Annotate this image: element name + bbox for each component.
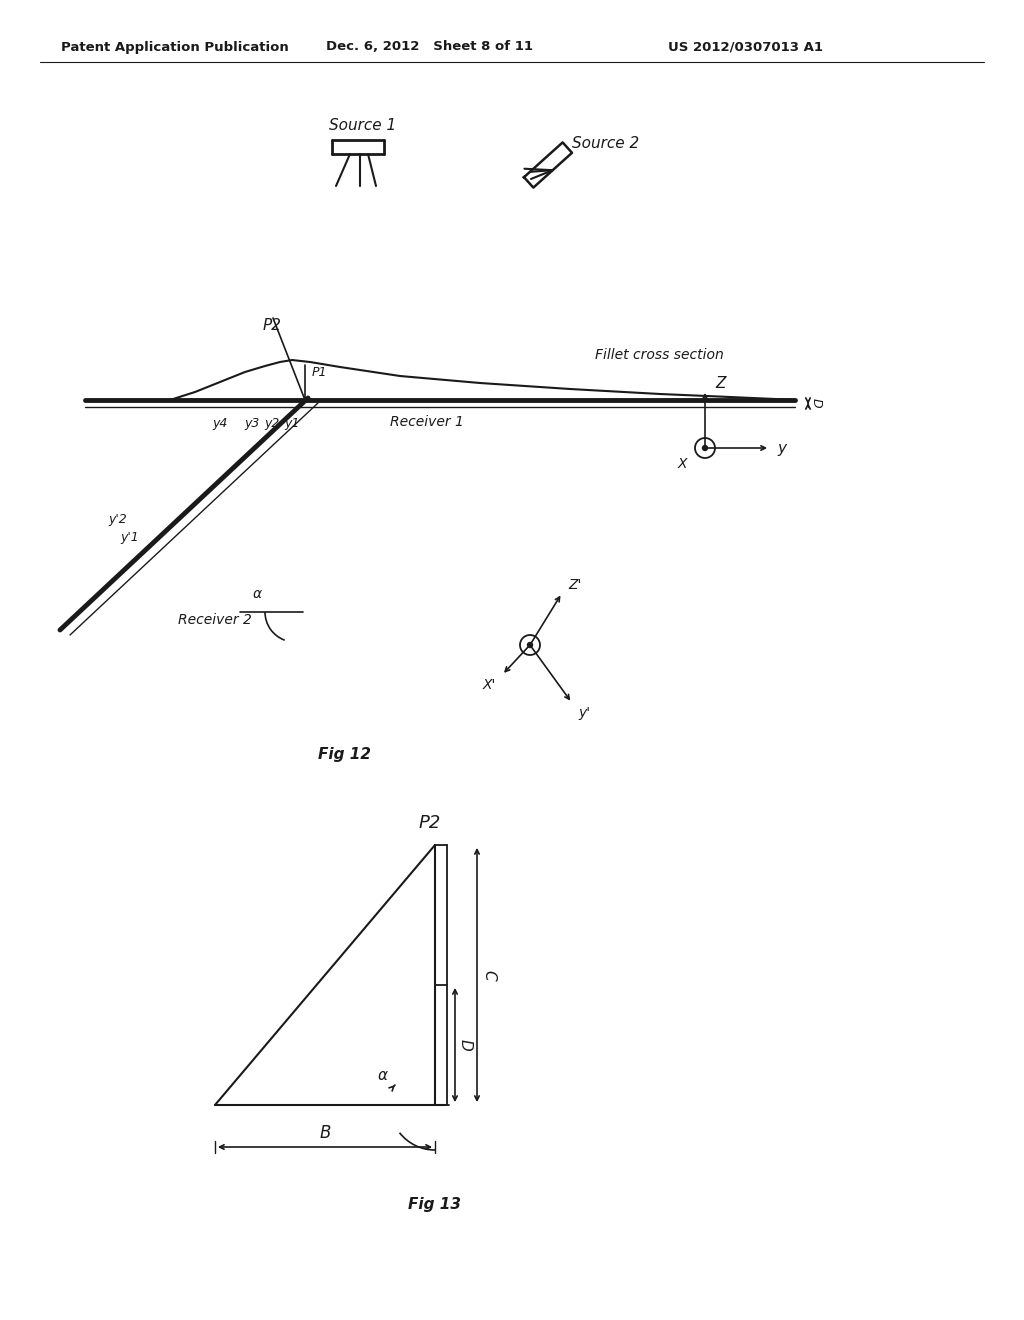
Text: X': X' bbox=[482, 678, 496, 692]
Text: y: y bbox=[777, 441, 786, 455]
Text: P1: P1 bbox=[312, 367, 328, 380]
Circle shape bbox=[527, 643, 532, 648]
Text: Fig 13: Fig 13 bbox=[409, 1197, 462, 1213]
Text: C: C bbox=[481, 970, 497, 981]
Text: Patent Application Publication: Patent Application Publication bbox=[61, 41, 289, 54]
Text: y2: y2 bbox=[264, 417, 280, 429]
Text: α: α bbox=[378, 1068, 388, 1082]
Text: Receiver 2: Receiver 2 bbox=[178, 612, 252, 627]
Text: Receiver 1: Receiver 1 bbox=[390, 414, 464, 429]
Text: X: X bbox=[678, 457, 687, 471]
Text: y'1: y'1 bbox=[120, 531, 138, 544]
Text: Source 1: Source 1 bbox=[330, 119, 396, 133]
Text: α: α bbox=[253, 587, 261, 601]
Text: y1: y1 bbox=[285, 417, 300, 429]
Text: B: B bbox=[319, 1125, 331, 1142]
Text: P2: P2 bbox=[262, 318, 282, 333]
Text: Fig 12: Fig 12 bbox=[318, 747, 372, 763]
Text: Z': Z' bbox=[568, 578, 582, 591]
Text: y3: y3 bbox=[245, 417, 260, 429]
Text: US 2012/0307013 A1: US 2012/0307013 A1 bbox=[668, 41, 822, 54]
Text: D: D bbox=[458, 1039, 472, 1051]
Circle shape bbox=[702, 446, 708, 450]
Text: D: D bbox=[810, 399, 822, 408]
Text: Z: Z bbox=[715, 376, 725, 392]
Text: y4: y4 bbox=[212, 417, 227, 429]
Text: Fillet cross section: Fillet cross section bbox=[595, 348, 724, 362]
Text: P2: P2 bbox=[419, 814, 441, 832]
Text: Source 2: Source 2 bbox=[572, 136, 640, 150]
Text: y'2: y'2 bbox=[108, 513, 127, 527]
Text: y': y' bbox=[578, 706, 590, 719]
Text: Dec. 6, 2012   Sheet 8 of 11: Dec. 6, 2012 Sheet 8 of 11 bbox=[327, 41, 534, 54]
